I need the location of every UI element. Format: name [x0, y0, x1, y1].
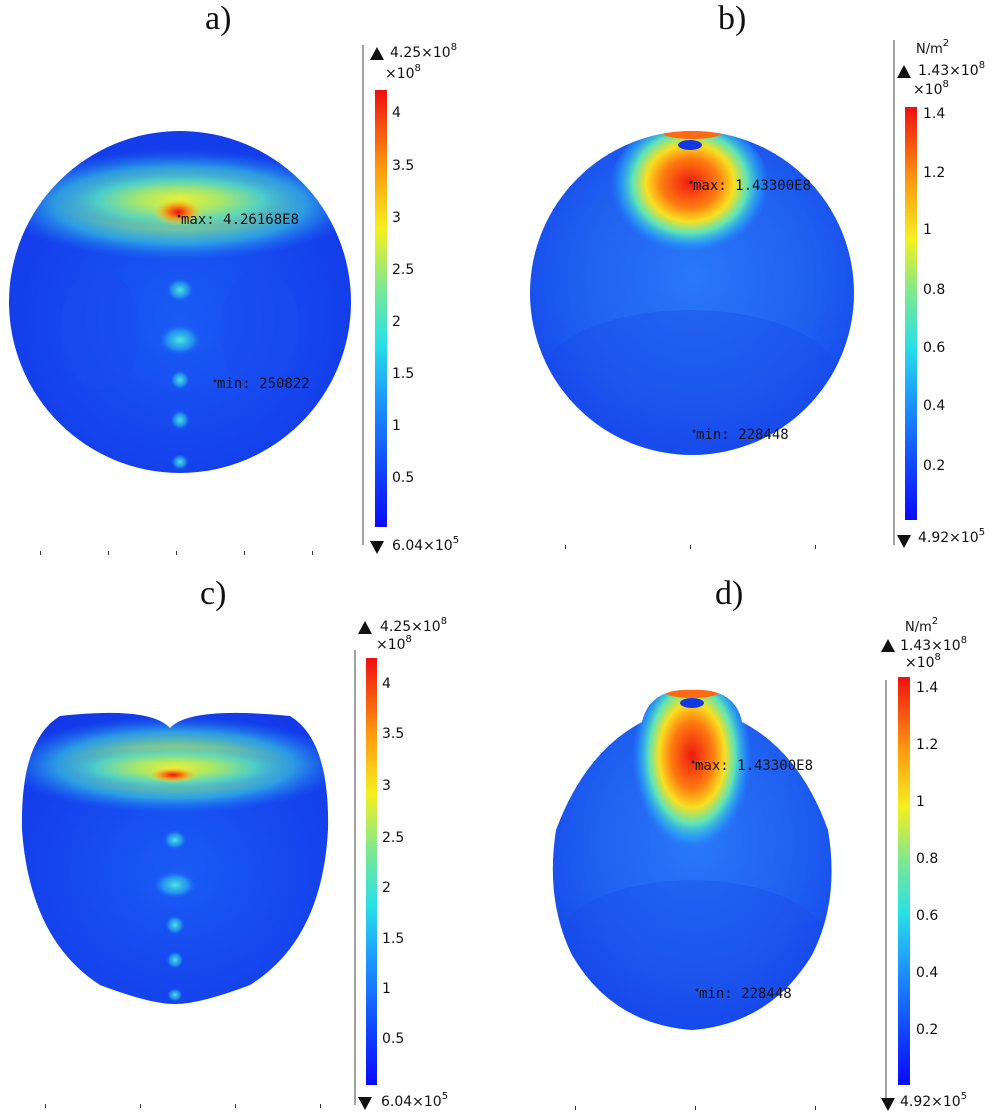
colorbar-a-tick-5: 1.5 [392, 366, 415, 382]
axis-ticks [40, 545, 816, 1110]
colorbar-d-tick-6: 0.2 [916, 1022, 939, 1038]
colorbar-c [354, 621, 377, 1110]
colorbar-c-multiplier: ×108 [376, 634, 412, 653]
colorbar-a-tick-0: 4 [392, 105, 401, 121]
colorbar-a-tick-7: 0.5 [392, 470, 415, 486]
colorbar-a [362, 45, 387, 554]
colorbar-c-tick-7: 0.5 [382, 1031, 405, 1047]
colorbar-c-tick-0: 4 [382, 676, 391, 692]
colorbar-b-tick-3: 0.8 [923, 282, 946, 298]
colorbar-b-tick-2: 1 [923, 222, 932, 238]
colorbar-b-unit: N/m2 [916, 38, 950, 57]
stress-plot-b [530, 131, 854, 455]
colorbar-c-tick-5: 1.5 [382, 931, 405, 947]
colorbar-d-min-label: 4.92×105 [900, 1091, 968, 1110]
panel-label-a: a) [205, 0, 232, 37]
colorbar-d-tick-2: 1 [916, 794, 925, 810]
colorbar-d-unit: N/m2 [905, 616, 939, 635]
probe-b-min: min: 228448 [696, 427, 789, 443]
probe-a-max: max: 4.26168E8 [181, 212, 300, 228]
colorbar-a-tick-4: 2 [392, 314, 401, 330]
stress-plot-a [9, 131, 351, 473]
colorbar-b-tick-1: 1.2 [923, 165, 946, 181]
probe-points [177, 180, 699, 992]
colorbar-c-max-label: 4.25×108 [380, 616, 448, 635]
colorbar-b-tick-5: 0.4 [923, 398, 946, 414]
colorbar-d-tick-5: 0.4 [916, 965, 939, 981]
colorbar-a-multiplier: ×108 [385, 63, 421, 82]
probe-b-max: max: 1.43300E8 [693, 178, 812, 194]
colorbar-c-tick-2: 3 [382, 778, 391, 794]
colorbar-d-tick-1: 1.2 [916, 737, 939, 753]
colorbar-b-min-label: 4.92×105 [918, 527, 986, 546]
colorbar-b-tick-4: 0.6 [923, 340, 946, 356]
colorbar-a-min-label: 6.04×105 [392, 535, 460, 554]
colorbar-a-tick-1: 3.5 [392, 158, 415, 174]
colorbar-d-tick-0: 1.4 [916, 680, 939, 696]
colorbar-b-max-label: 1.43×108 [918, 60, 986, 79]
colorbar-c-min-label: 6.04×105 [381, 1091, 449, 1110]
colorbar-b-multiplier: ×108 [913, 79, 949, 98]
stress-plot-d [552, 689, 832, 1030]
colorbar-c-tick-6: 1 [382, 981, 391, 997]
colorbar-b-tick-0: 1.4 [923, 106, 946, 122]
colorbar-d [881, 639, 910, 1111]
colorbar-d-max-label: 1.43×108 [900, 635, 968, 654]
probe-d-max: max: 1.43300E8 [695, 758, 814, 774]
colorbar-a-tick-2: 3 [392, 210, 401, 226]
colorbar-a-tick-3: 2.5 [392, 262, 415, 278]
colorbar-d-multiplier: ×108 [905, 652, 941, 671]
probe-a-min: min: 250822 [217, 376, 310, 392]
colorbar-c-tick-1: 3.5 [382, 726, 405, 742]
colorbar-a-max-label: 4.25×108 [390, 42, 458, 61]
stress-plot-c [21, 712, 329, 1004]
colorbar-b-tick-6: 0.2 [923, 458, 946, 474]
colorbar-d-tick-3: 0.8 [916, 851, 939, 867]
panel-label-b: b) [718, 0, 747, 37]
colorbar-c-tick-3: 2.5 [382, 830, 405, 846]
panel-label-c: c) [200, 575, 227, 612]
colorbar-b [893, 40, 917, 548]
colorbar-c-tick-4: 2 [382, 880, 391, 896]
colorbar-a-tick-6: 1 [392, 418, 401, 434]
colorbar-d-tick-4: 0.6 [916, 908, 939, 924]
probe-d-min: min: 228448 [699, 986, 792, 1002]
panel-label-d: d) [715, 575, 744, 612]
